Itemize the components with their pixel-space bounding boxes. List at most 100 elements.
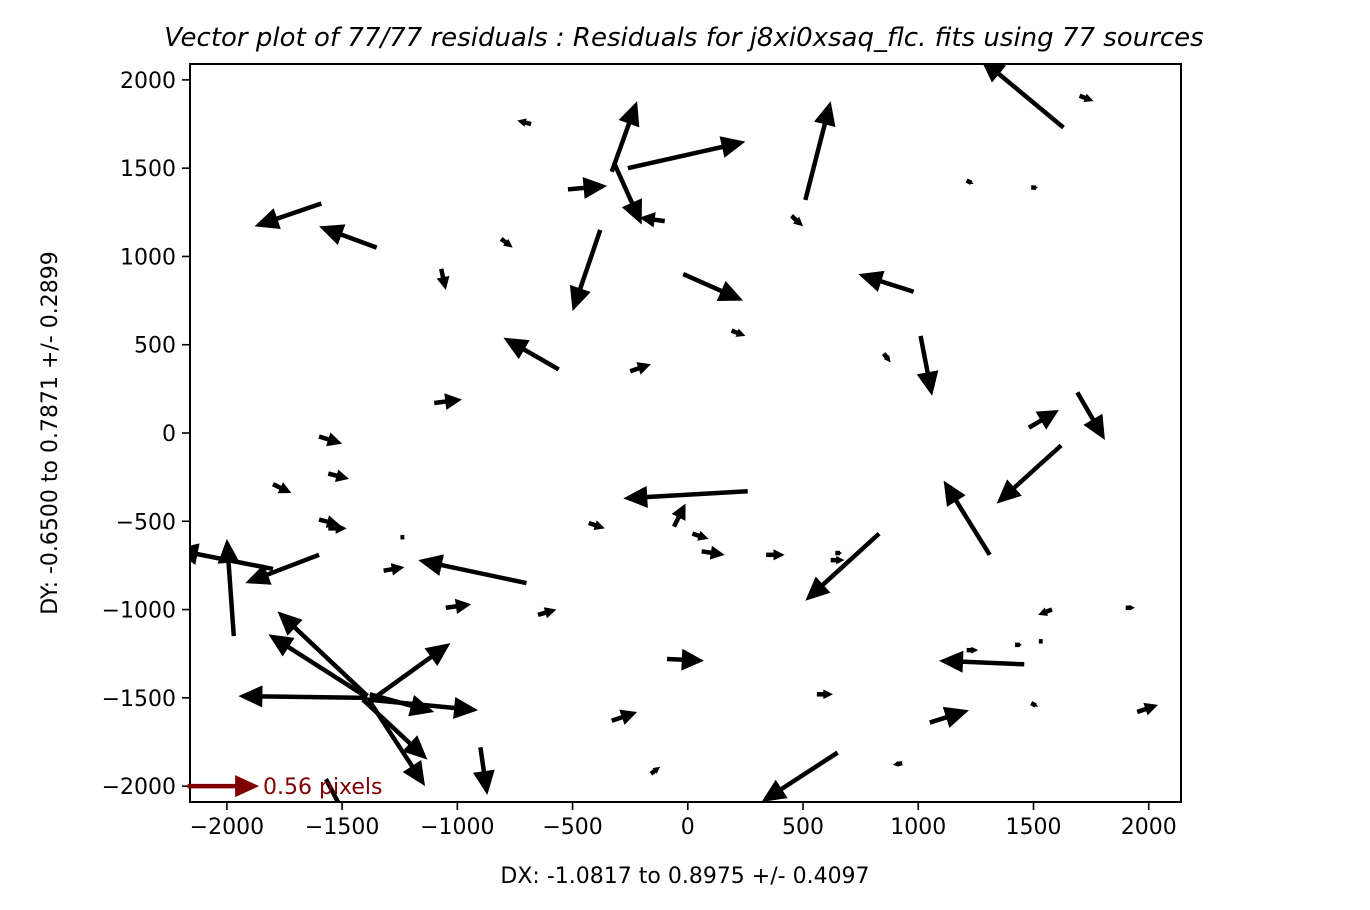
residual-vector-1 [1078, 93, 1094, 103]
residual-vector-72 [328, 522, 347, 534]
residual-vector-43 [245, 552, 320, 585]
y-tick-label: −2000 [102, 775, 176, 800]
residual-vector-19 [730, 328, 746, 337]
residual-vector-64 [816, 689, 833, 700]
residual-vector-15 [436, 268, 450, 290]
residual-vector-50 [277, 611, 370, 698]
residual-vector-38 [766, 549, 785, 561]
residual-vector-55 [238, 685, 368, 708]
residual-vector-13 [1031, 185, 1039, 190]
residual-vector-37 [701, 545, 725, 560]
y-tick-label: −1500 [102, 687, 176, 712]
x-tick-label: −500 [542, 815, 602, 840]
y-tick-label: 1500 [120, 157, 176, 182]
quiver-key-label: 0.56 pixels [263, 775, 383, 800]
residual-vector-57 [367, 696, 479, 719]
residual-vector-7 [612, 161, 642, 225]
residual-vector-40 [805, 531, 881, 601]
residual-vector-11 [789, 214, 804, 227]
residual-vector-59 [472, 746, 495, 795]
residual-vector-9 [319, 224, 378, 250]
residual-vector-0 [983, 64, 1065, 130]
residual-vector-4 [627, 136, 746, 171]
x-tick-label: 500 [782, 815, 824, 840]
residual-vector-76 [369, 694, 375, 702]
residual-vector-8 [254, 201, 323, 230]
residual-vector-51 [373, 643, 451, 700]
residual-vector-2 [517, 118, 532, 127]
residual-vector-22 [629, 362, 651, 375]
y-tick-label: −1000 [102, 599, 176, 624]
residual-vector-17 [682, 272, 744, 301]
residual-vector-28 [327, 469, 350, 482]
residual-vector-6 [567, 176, 608, 199]
x-tick-label: −1000 [420, 815, 494, 840]
residual-vector-52 [268, 634, 367, 698]
residual-vector-42 [217, 538, 240, 637]
chart-title: Vector plot of 77/77 residuals : Residua… [164, 23, 1203, 53]
y-tick-label: 2000 [120, 69, 176, 94]
residual-vector-20 [503, 337, 560, 372]
x-tick-label: 2000 [1121, 815, 1177, 840]
residual-vector-58 [323, 778, 341, 802]
residual-vector-33 [943, 480, 992, 557]
residual-vector-32 [996, 443, 1063, 504]
residual-vector-48 [1038, 607, 1053, 616]
residual-vector-25 [1027, 410, 1059, 430]
residual-vector-44 [383, 563, 405, 576]
residual-vector-36 [691, 530, 709, 541]
y-tick-label: 1000 [120, 245, 176, 270]
residual-vector-60 [666, 648, 704, 671]
residual-vector-61 [939, 650, 1025, 673]
residual-vector-26 [1075, 391, 1105, 441]
vector-arrows [190, 64, 1158, 802]
residual-vector-29 [271, 482, 292, 494]
y-tick-label: 0 [162, 422, 176, 447]
residual-vector-49 [1125, 605, 1135, 611]
x-tick-label: −2000 [190, 815, 264, 840]
x-axis-label: DX: -1.0817 to 0.8975 +/- 0.4097 [500, 864, 869, 889]
residual-vector-74 [835, 550, 843, 556]
residual-vector-54 [367, 700, 426, 787]
x-axis-ticks: −2000 −1500 −1000 −500 0 500 1000 1500 2000 [190, 802, 1177, 840]
residual-vector-39 [830, 555, 845, 565]
quiver-key: 0.56 pixels [187, 775, 383, 800]
residual-vector-12 [965, 178, 974, 185]
residual-vector-46 [445, 598, 472, 614]
residual-vector-27 [318, 432, 343, 447]
residual-vector-63 [1015, 642, 1022, 648]
x-tick-label: 0 [681, 815, 695, 840]
residual-vector-67 [1136, 702, 1158, 716]
residual-vector-75 [1038, 639, 1043, 644]
residual-vector-30 [623, 485, 748, 508]
residual-vector-18 [858, 270, 915, 294]
residual-vector-35 [588, 520, 605, 531]
residual-vector-21 [881, 352, 891, 363]
residual-vector-3 [609, 101, 640, 173]
y-tick-label: −500 [116, 510, 176, 535]
residual-vector-62 [966, 646, 979, 654]
residual-vector-14 [499, 237, 513, 248]
residual-vector-31 [671, 503, 686, 528]
plot-area-frame [189, 63, 1182, 803]
residual-vector-24 [434, 393, 462, 410]
residual-vector-68 [611, 709, 638, 725]
residual-vector-70 [892, 760, 903, 767]
x-tick-label: −1500 [305, 815, 379, 840]
residual-vector-5 [803, 101, 836, 201]
residual-vector-10 [639, 212, 666, 228]
residual-vector-73 [399, 534, 405, 540]
y-axis-label: DY: -0.6500 to 0.7871 +/- 0.2899 [38, 251, 63, 614]
y-tick-label: 500 [134, 334, 176, 359]
residual-vector-66 [1030, 701, 1039, 708]
residual-vector-45 [418, 554, 527, 586]
residual-vector-23 [916, 335, 939, 396]
quiver-key-arrow [187, 775, 260, 798]
residual-vector-71 [761, 750, 839, 802]
residual-vector-47 [537, 607, 557, 619]
y-axis-ticks: −2000 −1500 −1000 −500 0 500 1000 1500 2000 [102, 69, 190, 800]
x-tick-label: 1500 [1006, 815, 1062, 840]
residual-vector-16 [569, 229, 603, 312]
residual-vector-69 [649, 766, 661, 776]
